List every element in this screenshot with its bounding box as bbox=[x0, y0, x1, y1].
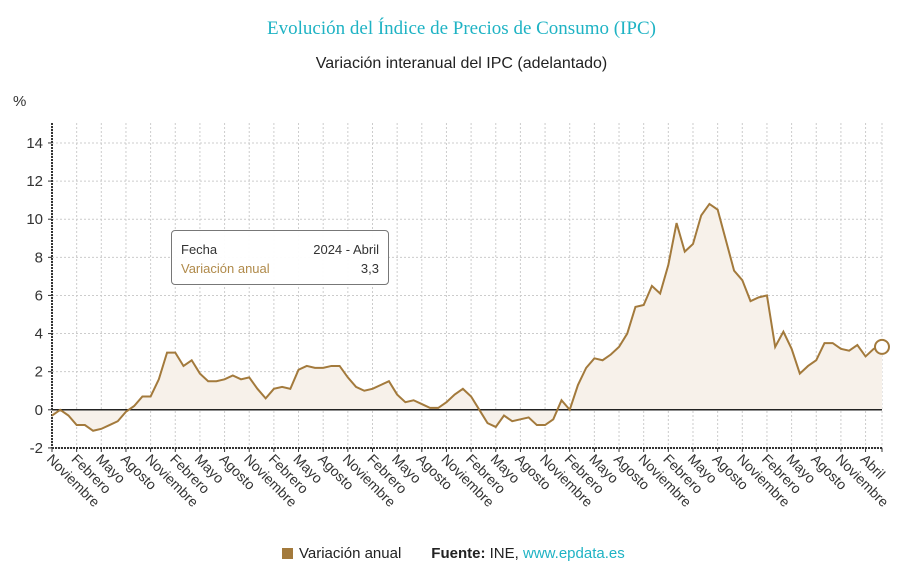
y-axis-unit: % bbox=[13, 93, 27, 110]
legend-series-label[interactable]: Variación anual bbox=[299, 545, 402, 562]
legend: Variación anual Fuente: INE, www.epdata.… bbox=[282, 545, 625, 562]
chart-subtitle: Variación interanual del IPC (adelantado… bbox=[315, 55, 608, 72]
series-line bbox=[51, 202, 883, 432]
y-tick-label: 0 bbox=[35, 402, 43, 419]
tooltip-date-value: 2024 - Abril bbox=[313, 242, 379, 257]
y-tick-label: 14 bbox=[26, 135, 43, 152]
source-link[interactable]: www.epdata.es bbox=[523, 545, 625, 562]
data-point bbox=[874, 338, 890, 355]
area-fill bbox=[52, 203, 882, 431]
legend-swatch bbox=[282, 548, 293, 559]
y-tick-label: 8 bbox=[35, 249, 43, 266]
y-tick-label: 4 bbox=[35, 326, 43, 343]
source-label: Fuente: bbox=[431, 545, 486, 562]
tooltip: Fecha 2024 - Abril Variación anual 3,3 bbox=[171, 230, 389, 285]
tooltip-series-value: 3,3 bbox=[360, 261, 379, 276]
tooltip-series-label: Variación anual bbox=[181, 261, 270, 276]
source-text: INE, bbox=[489, 545, 519, 562]
tooltip-date-label: Fecha bbox=[181, 242, 218, 257]
y-tick-label: 10 bbox=[26, 211, 43, 228]
chart-title: Evolución del Índice de Precios de Consu… bbox=[267, 18, 656, 39]
y-tick-label: 2 bbox=[35, 364, 43, 381]
y-tick-label: -2 bbox=[30, 440, 43, 457]
y-tick-label: 12 bbox=[26, 173, 43, 190]
y-tick-label: 6 bbox=[35, 287, 43, 304]
source: Fuente: INE, www.epdata.es bbox=[431, 545, 624, 562]
